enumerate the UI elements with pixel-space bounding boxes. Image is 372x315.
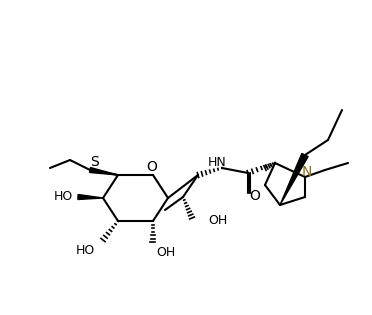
Text: S: S	[91, 155, 99, 169]
Text: O: O	[147, 160, 157, 174]
Text: N: N	[302, 165, 312, 179]
Polygon shape	[280, 153, 308, 205]
Polygon shape	[78, 194, 103, 199]
Text: OH: OH	[156, 245, 175, 259]
Polygon shape	[90, 168, 118, 175]
Text: HO: HO	[54, 191, 73, 203]
Text: OH: OH	[208, 215, 227, 227]
Text: HN: HN	[208, 156, 227, 169]
Text: HO: HO	[76, 243, 95, 256]
Text: O: O	[250, 189, 260, 203]
